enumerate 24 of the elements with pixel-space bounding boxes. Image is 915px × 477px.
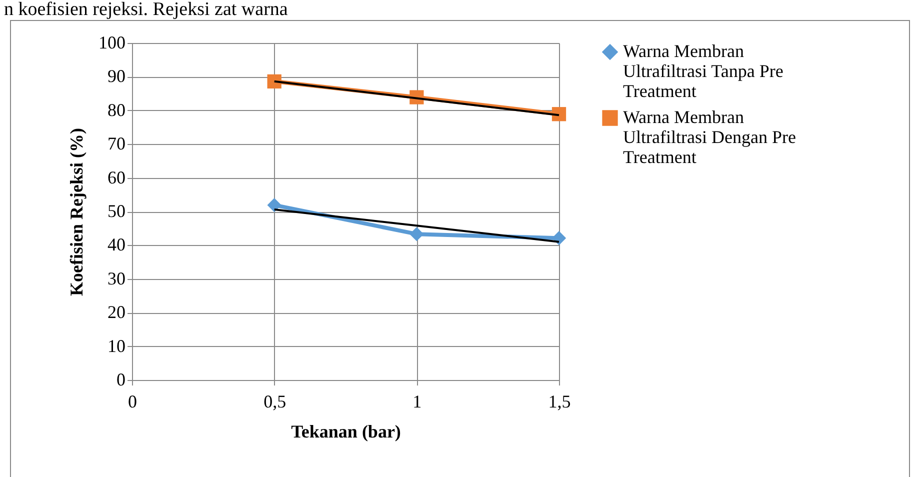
point xyxy=(552,107,566,122)
x-tick-label: 1,5 xyxy=(548,392,571,412)
legend-label: Warna Membran Ultrafiltrasi Tanpa Pre Treatment xyxy=(623,41,784,101)
y-tick-label: 50 xyxy=(108,201,126,221)
y-tick-label: 0 xyxy=(116,370,126,390)
text: n koefisien rejeksi. Rejeksi zat warna xyxy=(4,0,288,20)
y-tick-label: 10 xyxy=(108,336,126,356)
x-tick-label: 0,5 xyxy=(264,392,286,412)
y-tick-label: 90 xyxy=(108,66,126,86)
y-tick-label: 100 xyxy=(98,32,126,52)
y-tick-label: 60 xyxy=(108,167,126,188)
y-tick-label: 80 xyxy=(108,100,126,120)
point xyxy=(410,227,424,242)
point xyxy=(267,74,282,88)
y-tick-label: 40 xyxy=(108,234,126,255)
point xyxy=(552,231,566,246)
x-axis-title: Tekanan (bar) xyxy=(291,422,401,442)
y-tick-label: 70 xyxy=(108,134,126,154)
y-axis-title: Koefisien Rejeksi (%) xyxy=(66,128,86,296)
y-tick-label: 30 xyxy=(108,268,126,288)
point xyxy=(267,198,282,212)
legend-label: Warna Membran Ultrafiltrasi Dengan Pre Treatment xyxy=(623,107,796,167)
x-tick-label: 1 xyxy=(412,392,422,412)
y-tick-label: 20 xyxy=(108,302,126,322)
